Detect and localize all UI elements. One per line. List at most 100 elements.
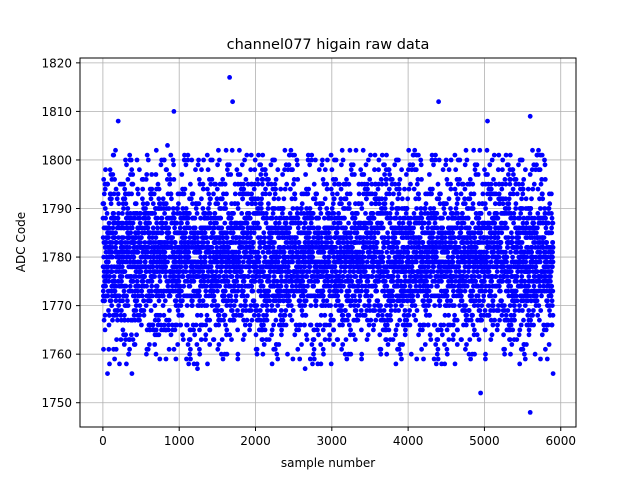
data-point bbox=[444, 298, 450, 304]
data-point bbox=[290, 356, 296, 362]
data-point bbox=[138, 269, 144, 274]
data-point bbox=[479, 317, 485, 323]
data-point bbox=[251, 298, 257, 304]
data-point bbox=[364, 337, 370, 342]
data-point bbox=[183, 206, 189, 211]
data-point bbox=[216, 312, 222, 318]
data-point bbox=[347, 191, 353, 197]
data-point bbox=[233, 298, 239, 304]
data-point bbox=[248, 230, 254, 236]
data-point bbox=[109, 240, 115, 245]
data-point bbox=[402, 283, 408, 289]
data-point bbox=[151, 254, 157, 260]
data-point bbox=[473, 245, 479, 250]
data-point bbox=[428, 274, 433, 279]
data-point bbox=[109, 249, 115, 255]
data-point bbox=[377, 332, 383, 338]
data-point bbox=[255, 220, 261, 226]
data-point bbox=[122, 317, 127, 323]
data-point bbox=[258, 162, 264, 168]
data-points bbox=[100, 75, 556, 415]
data-point bbox=[257, 245, 263, 250]
data-point bbox=[201, 157, 207, 163]
data-point bbox=[406, 186, 412, 192]
data-point bbox=[277, 298, 283, 304]
data-point bbox=[344, 177, 349, 182]
data-point bbox=[264, 317, 270, 323]
data-point bbox=[448, 186, 454, 192]
data-point bbox=[266, 293, 272, 299]
data-point bbox=[111, 211, 117, 216]
data-point bbox=[118, 337, 124, 342]
data-point bbox=[205, 361, 210, 367]
data-point bbox=[363, 283, 368, 289]
data-point bbox=[321, 293, 326, 299]
data-point bbox=[202, 259, 208, 265]
data-point bbox=[425, 283, 431, 289]
data-point bbox=[273, 186, 278, 192]
data-point bbox=[313, 303, 319, 308]
data-point bbox=[439, 332, 445, 338]
data-point bbox=[177, 283, 183, 289]
data-point bbox=[395, 274, 401, 279]
data-point bbox=[150, 225, 156, 231]
data-point bbox=[117, 361, 122, 367]
data-point bbox=[231, 303, 237, 308]
data-point bbox=[467, 225, 472, 231]
data-point bbox=[209, 177, 215, 182]
data-point bbox=[281, 298, 286, 304]
data-point bbox=[414, 356, 420, 362]
data-point bbox=[417, 235, 423, 241]
data-point bbox=[345, 293, 351, 299]
data-point bbox=[193, 167, 198, 173]
data-point bbox=[455, 220, 461, 226]
data-point bbox=[168, 191, 174, 197]
data-point bbox=[415, 293, 421, 299]
data-point bbox=[258, 206, 264, 211]
data-point bbox=[125, 177, 131, 182]
data-point bbox=[429, 191, 434, 197]
data-point bbox=[448, 157, 454, 163]
data-point bbox=[184, 303, 190, 308]
data-point bbox=[476, 215, 482, 221]
data-point bbox=[160, 220, 165, 226]
data-point bbox=[214, 186, 220, 192]
data-point bbox=[311, 181, 317, 187]
data-point bbox=[372, 308, 378, 313]
data-point bbox=[385, 230, 390, 236]
data-point bbox=[475, 303, 481, 308]
data-point bbox=[331, 211, 337, 216]
data-point bbox=[171, 211, 177, 216]
data-point bbox=[235, 356, 241, 362]
data-point bbox=[166, 206, 172, 211]
data-point bbox=[463, 346, 468, 352]
data-point bbox=[353, 298, 358, 304]
data-point bbox=[475, 269, 480, 274]
data-point bbox=[475, 293, 481, 299]
data-point bbox=[155, 225, 161, 231]
data-point bbox=[283, 220, 289, 226]
data-point bbox=[106, 235, 111, 241]
data-point bbox=[180, 206, 186, 211]
data-point bbox=[348, 167, 354, 173]
data-point bbox=[348, 351, 354, 357]
data-point bbox=[254, 308, 260, 313]
data-point bbox=[386, 327, 392, 333]
data-point bbox=[203, 337, 208, 342]
data-point bbox=[434, 225, 440, 231]
data-point bbox=[351, 332, 356, 338]
data-point bbox=[454, 317, 460, 323]
data-point bbox=[444, 327, 450, 333]
data-point bbox=[144, 283, 150, 289]
data-point bbox=[249, 317, 255, 323]
data-point bbox=[311, 337, 317, 342]
data-point bbox=[376, 201, 382, 207]
data-point bbox=[208, 220, 213, 226]
data-point bbox=[303, 172, 308, 177]
data-point bbox=[209, 157, 215, 163]
data-point bbox=[115, 191, 121, 197]
data-point bbox=[260, 351, 266, 357]
data-point bbox=[358, 167, 364, 173]
data-point bbox=[247, 327, 253, 333]
data-point bbox=[150, 322, 156, 328]
